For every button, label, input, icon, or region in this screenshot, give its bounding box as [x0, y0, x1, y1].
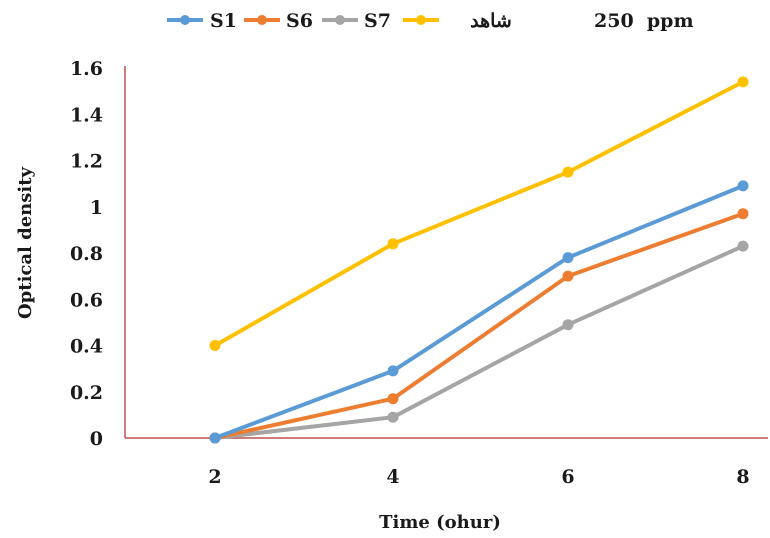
data-point	[387, 238, 399, 250]
data-point	[209, 340, 221, 351]
legend-item: S6	[244, 10, 313, 32]
series-line	[213, 211, 745, 440]
y-tick-label: 0.2	[70, 382, 103, 404]
data-point	[562, 252, 574, 264]
data-point	[737, 240, 749, 252]
y-tick-label: 0	[90, 428, 103, 450]
data-point	[562, 319, 574, 331]
y-tick-label: 0.8	[70, 243, 103, 265]
x-tick-label: 2	[208, 466, 221, 488]
data-point	[562, 270, 574, 282]
legend-marker	[335, 15, 345, 25]
data-point	[387, 393, 399, 405]
legend-label: شاهد	[470, 10, 512, 32]
data-point	[737, 76, 749, 88]
series-1	[209, 180, 749, 444]
x-tick-label: 6	[561, 466, 574, 488]
legend-item: S1	[167, 10, 237, 32]
y-tick-label: 1	[90, 197, 103, 219]
legend-item: شاهد	[403, 10, 512, 32]
y-tick-label: 0.6	[70, 289, 103, 311]
legend-label: S7	[364, 10, 391, 32]
series-line	[213, 183, 745, 440]
series-3	[209, 240, 749, 444]
series-4	[209, 76, 749, 351]
data-point	[737, 208, 749, 220]
series-line	[213, 244, 745, 440]
series-layer	[209, 76, 749, 444]
series-line	[213, 79, 745, 348]
legend-marker	[180, 15, 190, 25]
y-tick-label: 1.6	[70, 58, 103, 80]
y-axis-ticks: 0 0.2 0.4 0.6 0.8 1 1.2 1.4 1.6	[70, 58, 103, 450]
y-tick-label: 0.4	[70, 336, 103, 358]
data-point	[562, 166, 574, 178]
data-point	[737, 180, 749, 192]
y-tick-label: 1.4	[70, 104, 103, 126]
y-axis-title: Optical density	[15, 166, 36, 319]
legend-item: S7	[322, 10, 391, 32]
data-point	[209, 432, 221, 444]
data-point	[387, 411, 399, 423]
legend-label: S1	[210, 10, 237, 32]
x-axis-ticks: 2 4 6 8	[208, 466, 749, 488]
legend-marker	[257, 15, 267, 25]
legend: S1 S6 S7 شاهد	[167, 10, 512, 32]
x-tick-label: 4	[386, 466, 399, 488]
data-point	[387, 365, 399, 377]
legend-marker	[416, 15, 426, 25]
legend-label: S6	[286, 10, 313, 32]
x-tick-label: 8	[736, 466, 749, 488]
concentration-annotation: 250 ppm	[594, 10, 694, 32]
x-axis-title: Time (ohur)	[379, 512, 501, 533]
y-tick-label: 1.2	[70, 151, 103, 173]
